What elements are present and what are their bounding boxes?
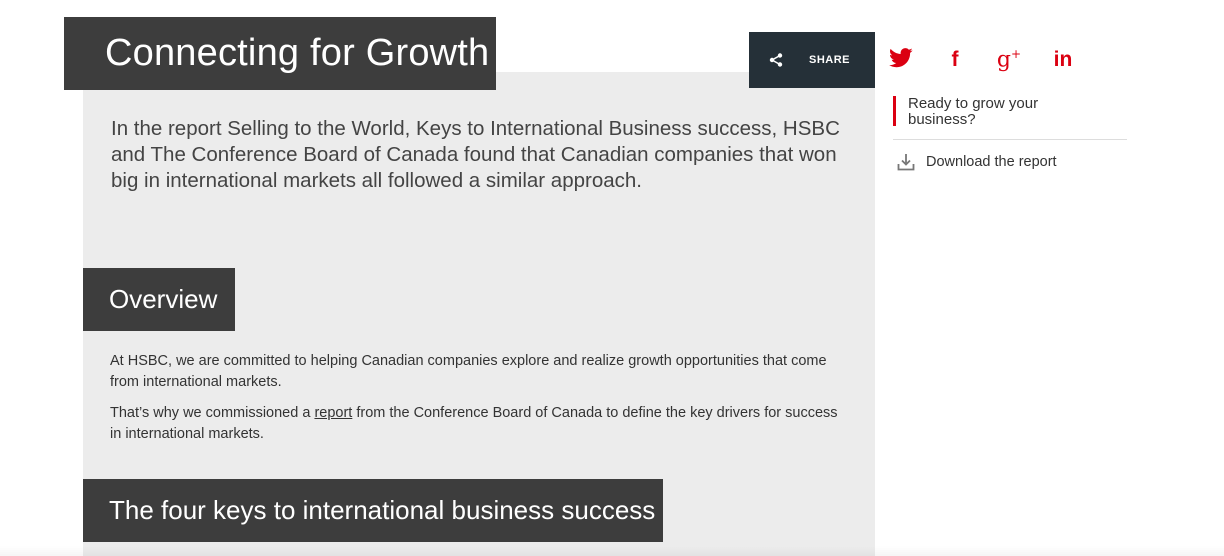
overview-paragraph-1: At HSBC, we are committed to helping Can… [110,353,827,390]
share-icon [769,53,783,67]
page-title: Connecting for Growth [105,32,490,74]
google-plus-icon: g+ [997,48,1021,71]
overview-paragraph-2: That’s why we commissioned a report from… [110,403,840,445]
google-plus-share-button[interactable]: g+ [996,46,1022,74]
linkedin-share-button[interactable]: in [1050,46,1076,74]
twitter-share-button[interactable] [888,46,914,74]
overview-heading: Overview [109,284,218,314]
share-label: SHARE [809,54,851,66]
overview-heading-banner: Overview [83,268,235,331]
overview-paragraph-2-start: That’s why we commissioned a [110,405,315,421]
download-report-label: Download the report [926,154,1057,170]
grow-business-callout: Ready to grow your business? [893,96,1127,140]
page-title-banner: Connecting for Growth [64,17,496,90]
report-link[interactable]: report [314,405,353,421]
google-plus-sup: + [1011,47,1022,62]
intro-text: In the report Selling to the World, Keys… [111,117,840,192]
four-keys-heading: The four keys to international business … [109,495,656,525]
share-button[interactable]: SHARE [749,32,875,88]
download-icon [897,153,915,171]
facebook-icon: f [951,48,959,71]
download-report-link[interactable]: Download the report [897,152,1057,172]
accent-bar [893,96,896,126]
twitter-icon [889,47,913,73]
linkedin-icon: in [1053,48,1073,71]
google-plus-glyph: g [996,47,1012,73]
facebook-share-button[interactable]: f [942,46,968,74]
overview-paragraph-2-end: from the Conference Board of Canada to d… [110,405,838,442]
four-keys-heading-banner: The four keys to international business … [83,479,663,542]
grow-business-text: Ready to grow your business? [908,95,1039,128]
bottom-shadow [0,546,1224,556]
